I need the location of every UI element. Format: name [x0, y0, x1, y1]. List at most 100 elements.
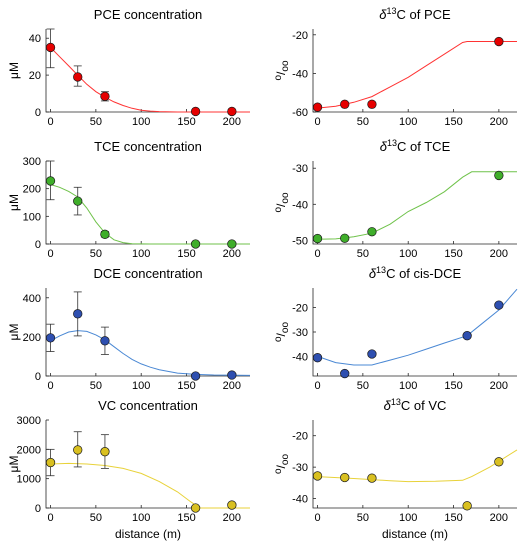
chart-title: δ13C of TCE	[380, 138, 451, 154]
data-point	[227, 239, 237, 249]
x-tick-label: 100	[399, 116, 417, 128]
y-tick-label: -20	[292, 431, 308, 443]
data-point	[462, 501, 472, 511]
y-axis-label: o/oo	[273, 454, 291, 474]
data-point	[227, 500, 237, 510]
data-point	[312, 471, 323, 481]
y-axis-label: μM	[7, 456, 21, 473]
y-axis-label: μM	[7, 62, 21, 79]
data-point	[190, 371, 201, 381]
x-tick-label: 100	[132, 512, 150, 524]
axes	[45, 288, 250, 377]
x-tick-label: 100	[132, 248, 150, 260]
data-point	[312, 233, 323, 244]
y-tick-label: 400	[23, 293, 41, 305]
chart-title: TCE concentration	[94, 139, 202, 154]
y-tick-label: 200	[23, 184, 41, 196]
x-tick-label: 150	[177, 248, 195, 260]
x-tick-label: 0	[314, 116, 320, 128]
x-tick-label: 200	[490, 512, 508, 524]
x-tick-label: 150	[444, 380, 462, 392]
x-axis-label: distance (m)	[115, 527, 181, 541]
y-tick-label: 1000	[17, 474, 41, 486]
x-tick-label: 0	[314, 248, 320, 260]
y-tick-label: -30	[292, 462, 308, 474]
y-tick-label: -30	[292, 163, 308, 175]
chart-title: δ13C of VC	[384, 397, 447, 413]
data-point	[45, 176, 56, 186]
chart-panel-2: δ13C of PCE 0 50 100 150 200 -60 -40 -20 o/oo	[273, 6, 517, 128]
data-point	[190, 503, 201, 513]
x-tick-label: 50	[357, 380, 369, 392]
y-axis-label: o/oo	[273, 192, 291, 212]
y-tick-label: -40	[292, 494, 308, 506]
x-tick-label: 150	[177, 380, 195, 392]
data-point	[45, 457, 56, 468]
data-point	[340, 368, 350, 379]
axes	[312, 161, 517, 245]
data-point	[367, 227, 377, 237]
data-point	[312, 102, 323, 112]
x-tick-label: 50	[357, 512, 369, 524]
y-tick-label: -40	[292, 68, 308, 80]
y-tick-label: -40	[292, 351, 308, 363]
data-point	[73, 445, 83, 455]
x-tick-label: 100	[399, 248, 417, 260]
data-point	[340, 233, 350, 243]
data-point	[190, 239, 201, 249]
data-point	[227, 106, 237, 117]
data-point	[367, 473, 377, 483]
y-axis-label: μM	[7, 194, 21, 211]
data-point	[367, 99, 377, 109]
x-tick-label: 100	[132, 116, 150, 128]
data-point	[100, 91, 110, 101]
x-tick-label: 50	[90, 116, 102, 128]
y-tick-label: 0	[35, 503, 41, 515]
y-tick-label: 2000	[17, 444, 41, 456]
data-point	[312, 353, 323, 363]
model-curve	[50, 462, 250, 509]
x-tick-label: 100	[399, 380, 417, 392]
chart-panel-6: δ13C of cis-DCE 0 50 100 150 200 -40 -30 -20o/oo	[273, 265, 518, 392]
chart-title: VC concentration	[98, 398, 198, 413]
model-curve	[50, 330, 251, 376]
x-tick-label: 150	[444, 248, 462, 260]
data-point	[73, 72, 83, 82]
x-tick-label: 50	[357, 116, 369, 128]
y-axis-label: μM	[7, 324, 21, 341]
data-point	[494, 300, 504, 310]
x-tick-label: 200	[490, 248, 508, 260]
data-point	[340, 472, 350, 483]
data-point	[73, 196, 83, 206]
model-curve	[317, 288, 518, 366]
y-tick-label: 3000	[17, 415, 41, 427]
data-point	[494, 36, 504, 47]
x-tick-label: 200	[223, 116, 241, 128]
data-point	[367, 349, 377, 359]
x-tick-label: 200	[223, 380, 241, 392]
chart-panel-4: δ13C of TCE 0 50 100 150 200 -50 -40 -30 o/oo	[273, 138, 517, 260]
x-tick-label: 50	[90, 380, 102, 392]
x-tick-label: 0	[47, 116, 53, 128]
x-tick-label: 150	[444, 116, 462, 128]
y-tick-label: -30	[292, 327, 308, 339]
y-tick-label: -20	[292, 303, 308, 315]
y-tick-label: -20	[292, 30, 308, 42]
x-tick-label: 150	[444, 512, 462, 524]
chart-panel-1: PCE concentration 0 50 100 150 200 0 20 40 μM	[7, 7, 250, 128]
data-point	[190, 106, 201, 117]
chart-title: δ13C of PCE	[379, 6, 451, 22]
data-point	[45, 42, 56, 53]
x-tick-label: 0	[314, 380, 320, 392]
data-point	[45, 333, 56, 343]
y-axis-label: o/oo	[273, 60, 291, 80]
y-axis-label: o/oo	[273, 322, 291, 342]
chart-panel-8: δ13C of VC 0 50 100 150 200 -40 -30 -20o/oo dista…	[273, 397, 518, 541]
chart-title: δ13C of cis-DCE	[369, 265, 462, 281]
axes	[45, 29, 250, 113]
x-tick-label: 150	[177, 116, 195, 128]
y-tick-label: 0	[35, 371, 41, 383]
y-tick-label: 100	[23, 211, 41, 223]
